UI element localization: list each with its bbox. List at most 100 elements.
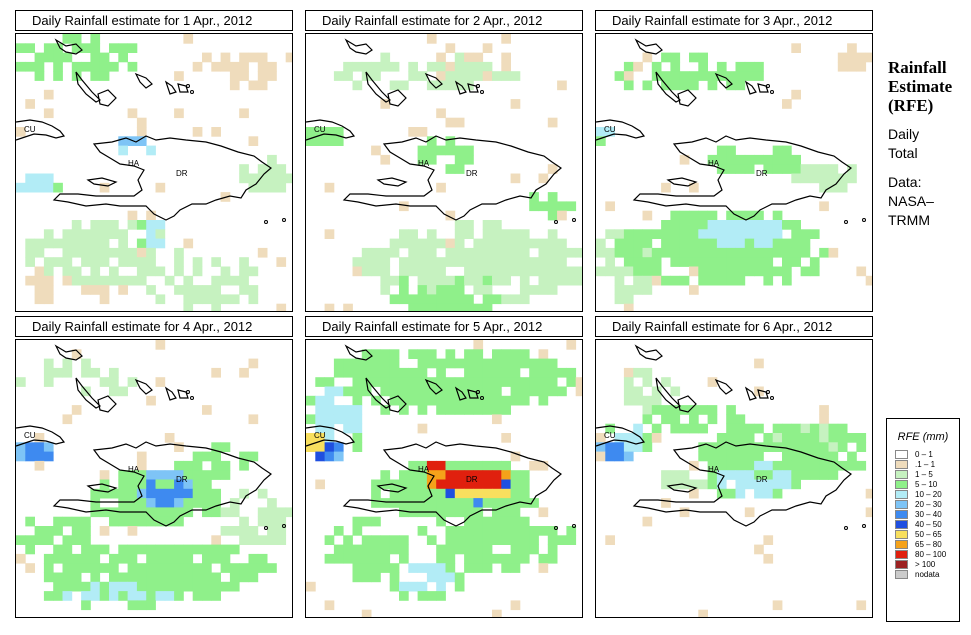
rainfall-cell <box>164 479 175 490</box>
rainfall-cell <box>211 367 221 378</box>
rainfall-cell <box>220 266 231 277</box>
rainfall-cell <box>492 526 502 536</box>
rainfall-cell <box>389 386 400 397</box>
rainfall-cell <box>417 470 428 480</box>
rainfall-cell <box>399 386 409 397</box>
rainfall-cell <box>174 479 184 490</box>
rainfall-cell <box>380 386 391 397</box>
rainfall-cell <box>454 71 465 81</box>
rainfall-cell <box>380 367 391 378</box>
rainfall-cell <box>698 609 708 617</box>
rainfall-cell <box>670 479 681 490</box>
rainfall-cell <box>501 460 511 471</box>
rainfall-cell <box>473 460 484 471</box>
rainfall-cell <box>791 89 801 100</box>
rainfall-cell <box>183 479 194 490</box>
rfe-heading-line3: (RFE) <box>888 96 934 115</box>
rainfall-cell <box>819 442 829 452</box>
rainfall-cell <box>267 498 277 508</box>
rainfall-cell <box>361 247 372 258</box>
rainfall-cell <box>183 460 194 471</box>
rainfall-cell <box>62 229 73 239</box>
rainfall-cell <box>800 229 811 239</box>
label-dominican-republic: DR <box>176 475 188 484</box>
rainfall-cell <box>361 61 372 72</box>
rainfall-cell <box>389 275 400 286</box>
source-line2: TRMM <box>888 212 930 228</box>
rainfall-cell <box>689 405 699 415</box>
rainfall-cell <box>343 553 353 564</box>
rainfall-cell <box>726 164 736 174</box>
legend-swatch <box>895 549 908 559</box>
label-cuba: CU <box>24 125 36 134</box>
rainfall-cell <box>118 238 128 249</box>
rainfall-map: CU HA DR <box>305 339 583 618</box>
rainfall-cell <box>791 229 801 239</box>
rainfall-cell <box>726 220 736 230</box>
rainfall-cell <box>566 377 577 387</box>
rainfall-cell <box>62 275 73 286</box>
rainfall-cell <box>454 117 465 128</box>
rainfall-cell <box>127 516 138 527</box>
rainfall-cell <box>744 247 755 258</box>
rainfall-cell <box>716 442 727 452</box>
rainfall-cell <box>707 266 718 277</box>
rainfall-cell <box>847 433 857 443</box>
rainfall-cell <box>800 266 811 277</box>
rainfall-cell <box>239 572 249 583</box>
coast-cuba <box>306 425 356 447</box>
rainfall-cell <box>71 247 82 258</box>
rainfall-cell <box>501 479 511 490</box>
rainfall-panel-apr5: Daily Rainfall estimate for 5 Apr., 2012… <box>305 316 583 618</box>
rainfall-cell <box>43 294 54 305</box>
legend-label: 80 – 100 <box>915 549 947 559</box>
rainfall-cell <box>146 553 156 564</box>
coast-bahamas-3 <box>714 378 733 395</box>
rainfall-cell <box>454 479 465 490</box>
rainfall-cell <box>782 247 792 258</box>
rainfall-cell <box>800 451 811 462</box>
rainfall-cell <box>445 303 456 311</box>
rainfall-cell <box>445 71 456 81</box>
rainfall-cell <box>34 433 45 443</box>
rainfall-cell <box>819 173 829 184</box>
rainfall-cell <box>276 164 287 174</box>
rainfall-cell <box>501 71 511 81</box>
coast-bahamas-4 <box>164 80 177 95</box>
rainfall-cell <box>782 238 792 249</box>
coast-bahamas-2 <box>75 71 102 103</box>
rainfall-cell <box>445 358 456 369</box>
coast-bahamas-4 <box>744 386 757 401</box>
panel-title: Daily Rainfall estimate for 4 Apr., 2012 <box>15 316 293 337</box>
rainfall-cell <box>464 516 474 527</box>
rainfall-cell <box>547 210 558 221</box>
rainfall-cell <box>473 563 484 573</box>
rainfall-cell <box>276 535 287 545</box>
rainfall-cell <box>146 247 156 258</box>
rainfall-cell <box>856 61 867 72</box>
coast-hispaniola <box>632 441 852 527</box>
rainfall-cell <box>417 294 428 305</box>
rfe-heading-line1: Rainfall <box>888 58 947 77</box>
rainfall-cell <box>155 266 166 277</box>
rainfall-cell <box>837 423 848 434</box>
rainfall-cell <box>623 61 634 72</box>
rainfall-cell <box>43 358 54 369</box>
rainfall-cell <box>754 358 764 369</box>
rainfall-cell <box>445 275 456 286</box>
coast-islet <box>572 524 576 528</box>
rainfall-cell <box>519 229 530 239</box>
coast-bahamas-2 <box>655 377 682 409</box>
rainfall-cell <box>623 247 634 258</box>
rainfall-cell <box>492 71 502 81</box>
rainfall-cell <box>426 266 437 277</box>
rainfall-cell <box>623 294 634 305</box>
rainfall-cell <box>211 451 221 462</box>
rainfall-cell <box>642 238 653 249</box>
rainfall-cell <box>763 470 774 480</box>
rainfall-cell <box>782 460 792 471</box>
rainfall-cell <box>726 470 736 480</box>
rainfall-cell <box>43 182 54 193</box>
label-cuba: CU <box>604 431 616 440</box>
rainfall-cell <box>547 377 558 387</box>
